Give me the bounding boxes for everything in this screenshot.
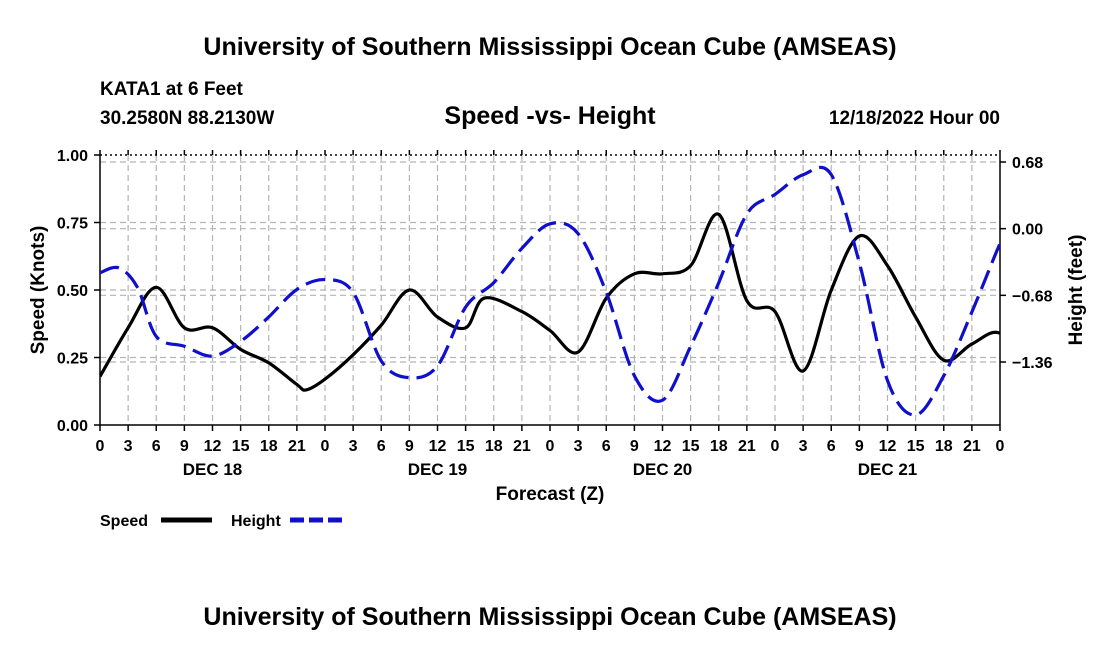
x-tick-label: 18 <box>485 438 503 455</box>
y-tick-label: 0.50 <box>57 283 88 300</box>
x-tick-label: 3 <box>124 438 133 455</box>
x-tick-label: 0 <box>771 438 780 455</box>
legend-speed-label: Speed <box>100 513 148 530</box>
x-axis-label: Forecast (Z) <box>496 484 605 505</box>
x-tick-label: 15 <box>907 438 925 455</box>
y2-axis-label: Height (feet) <box>1066 235 1087 346</box>
series-line-height <box>100 165 1000 417</box>
x-tick-label: 12 <box>654 438 672 455</box>
x-day-label: DEC 19 <box>408 460 468 479</box>
x-day-label: DEC 20 <box>633 460 693 479</box>
y2-tick-label: −0.68 <box>1012 288 1053 305</box>
x-tick-label: 0 <box>96 438 105 455</box>
x-tick-label: 15 <box>457 438 475 455</box>
x-tick-label: 21 <box>288 438 306 455</box>
x-tick-label: 21 <box>963 438 981 455</box>
x-tick-label: 18 <box>935 438 953 455</box>
station-coords: 30.2580N 88.2130W <box>100 108 274 129</box>
y-tick-label: 1.00 <box>57 148 88 165</box>
x-tick-label: 18 <box>710 438 728 455</box>
x-tick-label: 6 <box>827 438 836 455</box>
y2-tick-label: −1.36 <box>1012 355 1053 372</box>
x-tick-label: 18 <box>260 438 278 455</box>
x-tick-label: 9 <box>630 438 639 455</box>
x-day-label: DEC 18 <box>183 460 243 479</box>
x-tick-label: 6 <box>377 438 386 455</box>
page-title: University of Southern Mississippi Ocean… <box>203 33 896 61</box>
x-tick-label: 12 <box>879 438 897 455</box>
x-tick-label: 3 <box>349 438 358 455</box>
x-tick-label: 9 <box>855 438 864 455</box>
plot-area: 0 3 6 9 12 15 18 21 0 3 6 9 12 15 18 21 0 3 6 9 12 15 18 21 0 3 6 9… <box>57 148 1053 479</box>
chart-title: Speed -vs- Height <box>444 102 656 130</box>
legend: Speed Height <box>100 513 343 530</box>
y2-tick-label: 0.00 <box>1012 222 1043 239</box>
footer-title: University of Southern Mississippi Ocean… <box>203 603 896 631</box>
x-tick-label: 9 <box>405 438 414 455</box>
y-axis-label: Speed (Knots) <box>28 226 49 355</box>
x-day-label: DEC 21 <box>858 460 918 479</box>
x-tick-label: 9 <box>180 438 189 455</box>
run-time: 12/18/2022 Hour 00 <box>829 108 1000 129</box>
x-tick-label: 6 <box>602 438 611 455</box>
y2-tick-label: 0.68 <box>1012 155 1043 172</box>
x-tick-label: 15 <box>682 438 700 455</box>
series-line-speed <box>100 212 1000 392</box>
legend-height-label: Height <box>231 513 281 530</box>
y-tick-label: 0.75 <box>57 216 88 233</box>
x-tick-label: 3 <box>799 438 808 455</box>
x-tick-label: 21 <box>738 438 756 455</box>
x-tick-label: 3 <box>574 438 583 455</box>
y-tick-label: 0.00 <box>57 418 88 435</box>
x-tick-label: 6 <box>152 438 161 455</box>
y-tick-label: 0.25 <box>57 351 88 368</box>
station-label: KATA1 at 6 Feet <box>100 79 244 100</box>
x-tick-label: 0 <box>546 438 555 455</box>
x-tick-label: 0 <box>996 438 1005 455</box>
x-tick-label: 21 <box>513 438 531 455</box>
x-tick-label: 12 <box>204 438 222 455</box>
x-tick-label: 12 <box>429 438 447 455</box>
x-tick-label: 15 <box>232 438 250 455</box>
x-tick-label: 0 <box>321 438 330 455</box>
